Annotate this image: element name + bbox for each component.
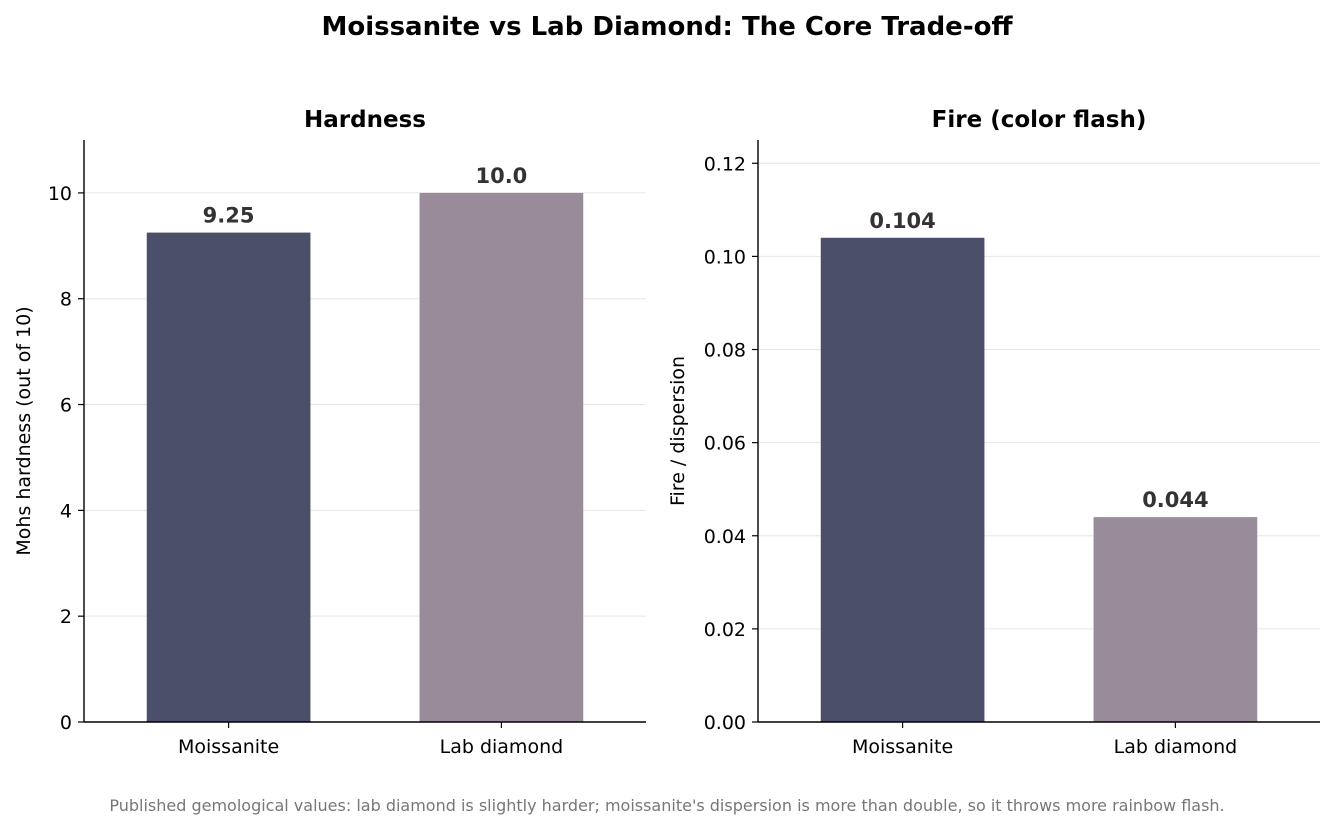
data-label: 9.25 xyxy=(203,204,255,228)
footnote: Published gemological values: lab diamon… xyxy=(109,796,1224,815)
y-tick-label: 6 xyxy=(60,395,72,417)
y-tick-label: 2 xyxy=(60,606,72,628)
bar-moissanite xyxy=(146,232,311,722)
y-tick-label: 0.02 xyxy=(704,619,746,641)
y-tick-label: 10 xyxy=(48,183,72,205)
y-tick-label: 4 xyxy=(60,500,72,522)
y-tick-label: 8 xyxy=(60,289,72,311)
y-tick-label: 0.10 xyxy=(704,246,746,268)
bar-lab-diamond xyxy=(1093,517,1258,722)
y-axis-label: Fire / dispersion xyxy=(667,356,689,506)
y-tick-label: 0 xyxy=(60,712,72,734)
data-label: 0.044 xyxy=(1142,488,1208,512)
panel-hardness: Hardness Mohs hardness (out of 10) 9.25 1… xyxy=(13,107,646,758)
panel-fire: Fire (color flash) Fire / dispersion 0.1… xyxy=(667,107,1320,758)
y-axis-label: Mohs hardness (out of 10) xyxy=(13,306,35,555)
panel-title: Fire (color flash) xyxy=(932,107,1147,133)
y-tick-label: 0.00 xyxy=(704,712,746,734)
x-tick-label: Lab diamond xyxy=(1114,736,1238,758)
y-tick-label: 0.06 xyxy=(704,433,746,455)
y-tick-label: 0.08 xyxy=(704,340,746,362)
figure-title: Moissanite vs Lab Diamond: The Core Trad… xyxy=(321,12,1013,42)
bar-moissanite xyxy=(820,237,985,722)
y-tick-label: 0.04 xyxy=(704,526,746,548)
x-tick-label: Lab diamond xyxy=(440,736,564,758)
panel-title: Hardness xyxy=(304,107,426,133)
y-tick-label: 0.12 xyxy=(704,153,746,175)
data-label: 0.104 xyxy=(869,209,935,233)
x-tick-label: Moissanite xyxy=(852,736,953,758)
bar-lab-diamond xyxy=(419,192,584,723)
x-tick-label: Moissanite xyxy=(178,736,279,758)
data-label: 10.0 xyxy=(475,164,527,188)
